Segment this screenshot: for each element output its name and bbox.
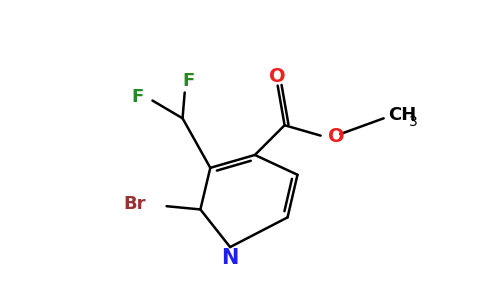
Text: Br: Br bbox=[124, 196, 146, 214]
Text: 3: 3 bbox=[409, 115, 418, 129]
Text: CH: CH bbox=[388, 106, 416, 124]
Text: N: N bbox=[221, 248, 239, 268]
Text: F: F bbox=[182, 72, 195, 90]
Text: O: O bbox=[328, 127, 345, 146]
Text: F: F bbox=[132, 88, 144, 106]
Text: O: O bbox=[270, 67, 286, 86]
